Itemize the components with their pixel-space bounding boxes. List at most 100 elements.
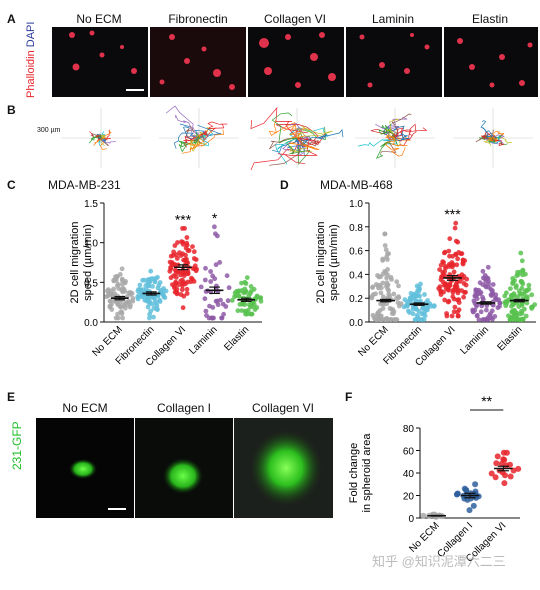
y-tick-label: 20 bbox=[403, 492, 415, 503]
data-point bbox=[180, 305, 186, 311]
cell-trajectory bbox=[475, 136, 498, 143]
data-point bbox=[157, 280, 163, 285]
data-point bbox=[462, 258, 468, 264]
panel-a-col-title: Laminin bbox=[371, 12, 415, 26]
panel-f-chart: 0 20 40 60 80 Fold changein spheroid area No E… bbox=[340, 390, 540, 585]
data-point bbox=[178, 278, 184, 284]
data-point bbox=[488, 470, 495, 477]
data-point bbox=[515, 465, 522, 472]
data-point bbox=[148, 268, 154, 274]
data-point bbox=[458, 251, 464, 257]
dapi-label: DAPI bbox=[25, 21, 37, 48]
panel-a-micrographs bbox=[52, 27, 538, 97]
data-point bbox=[179, 239, 184, 245]
data-point bbox=[109, 307, 115, 312]
data-point bbox=[462, 290, 467, 295]
cell-trajectory bbox=[179, 123, 200, 139]
data-point bbox=[375, 310, 381, 315]
data-point bbox=[420, 512, 427, 519]
panel-e-spheroids bbox=[36, 418, 333, 518]
migration-speed-chart-468: 0.0 0.2 0.4 0.6 0.8 1.0 2D cell migrationspeed… bbox=[315, 199, 538, 369]
data-point bbox=[472, 481, 479, 488]
panel-e-side-label: 231-GFP bbox=[10, 421, 24, 470]
data-point bbox=[135, 294, 141, 300]
spheroid-no-ecm bbox=[36, 418, 134, 518]
data-point bbox=[414, 313, 420, 318]
data-point bbox=[524, 288, 530, 294]
data-point bbox=[174, 286, 180, 292]
micrograph-laminin bbox=[346, 27, 442, 97]
data-point bbox=[172, 243, 178, 248]
panel-f-letter: F bbox=[345, 390, 353, 404]
data-point bbox=[488, 315, 494, 321]
data-point bbox=[157, 297, 163, 303]
data-point bbox=[203, 265, 208, 271]
data-point bbox=[415, 293, 421, 299]
data-point bbox=[144, 294, 149, 300]
data-point bbox=[182, 226, 188, 231]
y-axis-label: 2D cell migrationspeed (µm/min) bbox=[69, 222, 94, 304]
cell-trajectory bbox=[285, 137, 311, 166]
data-point bbox=[476, 317, 482, 322]
data-point bbox=[154, 306, 160, 312]
data-point bbox=[109, 291, 115, 297]
micrograph-no-ecm bbox=[52, 27, 148, 97]
data-point bbox=[202, 277, 208, 283]
cell-trajectory bbox=[488, 136, 497, 142]
data-point bbox=[502, 293, 508, 299]
cell-trajectory bbox=[394, 132, 410, 141]
data-point bbox=[394, 279, 400, 285]
data-point bbox=[470, 308, 476, 314]
data-point bbox=[381, 301, 387, 307]
cell-trajectory bbox=[481, 130, 494, 139]
significance-marker: *** bbox=[175, 211, 192, 227]
data-point bbox=[174, 291, 180, 297]
data-point bbox=[385, 251, 390, 257]
data-point bbox=[386, 291, 392, 297]
data-point bbox=[370, 312, 376, 318]
data-point bbox=[419, 317, 425, 322]
data-point bbox=[489, 293, 494, 298]
data-point bbox=[373, 291, 378, 297]
data-point bbox=[122, 302, 127, 307]
data-point bbox=[152, 279, 158, 285]
data-point bbox=[519, 279, 525, 285]
data-point bbox=[137, 282, 143, 288]
trajectory-plots bbox=[61, 105, 533, 171]
data-point bbox=[485, 264, 491, 270]
data-point bbox=[119, 266, 125, 272]
cell-trajectory bbox=[187, 133, 202, 150]
spheroid-collagen-i bbox=[135, 418, 233, 518]
y-tick-label: 0.8 bbox=[349, 223, 363, 234]
data-point bbox=[380, 256, 386, 262]
data-point bbox=[105, 288, 110, 294]
data-point bbox=[382, 269, 387, 274]
cell-trajectory bbox=[386, 134, 408, 146]
panel-a-col-title: No ECM bbox=[76, 12, 122, 26]
cell-trajectory bbox=[198, 130, 208, 139]
data-point bbox=[489, 308, 495, 314]
data-point bbox=[183, 252, 188, 258]
data-point bbox=[143, 283, 149, 289]
data-point bbox=[445, 285, 451, 291]
cell-trajectory bbox=[173, 132, 200, 149]
data-point bbox=[119, 281, 125, 287]
data-point bbox=[111, 286, 117, 292]
data-point bbox=[503, 462, 510, 469]
significance-marker: *** bbox=[444, 206, 461, 222]
cell-trajectory bbox=[288, 137, 320, 151]
data-point bbox=[505, 298, 511, 303]
data-point bbox=[455, 297, 460, 303]
cell-trajectory bbox=[391, 113, 412, 139]
data-point bbox=[472, 293, 478, 299]
data-point bbox=[510, 276, 516, 281]
data-point bbox=[202, 296, 208, 302]
y-tick-label: 1.0 bbox=[84, 239, 98, 250]
data-point bbox=[145, 277, 151, 283]
data-point bbox=[453, 251, 458, 257]
data-point bbox=[494, 453, 501, 460]
data-point bbox=[215, 233, 220, 239]
data-point bbox=[502, 472, 508, 479]
data-point bbox=[449, 313, 455, 319]
cell-trajectory bbox=[185, 125, 200, 139]
